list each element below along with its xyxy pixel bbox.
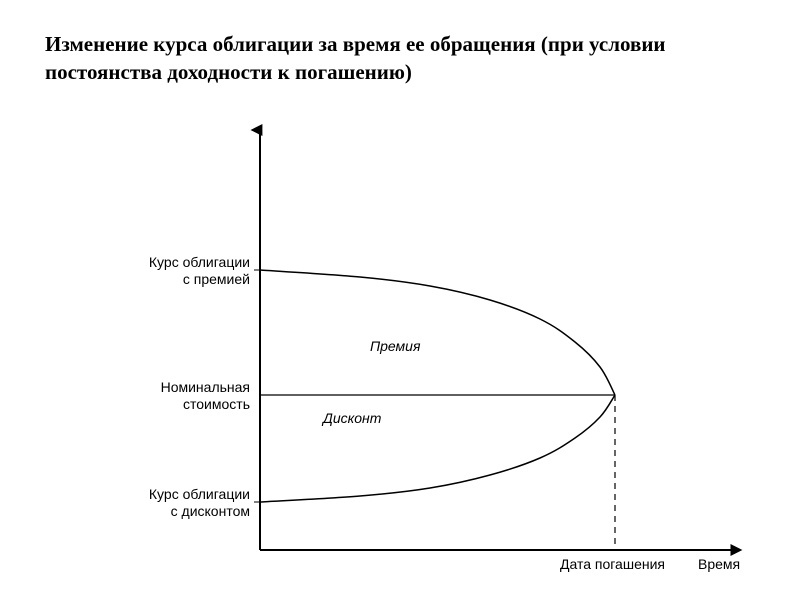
discount-curve [260, 395, 615, 502]
label-x-axis: Время [698, 556, 740, 573]
label-discount-left: Курс облигациис дисконтом [100, 486, 250, 520]
premium-curve [260, 270, 615, 395]
bond-price-chart: Курс облигациис премией Номинальнаястоим… [40, 120, 760, 570]
page-title: Изменение курса облигации за время ее об… [45, 30, 745, 87]
label-nominal-left: Номинальнаястоимость [100, 379, 250, 413]
label-premium-region: Премия [370, 338, 420, 355]
label-discount-region: Дисконт [323, 410, 381, 427]
label-premium-left: Курс облигациис премией [100, 254, 250, 288]
label-maturity: Дата погашения [560, 556, 665, 573]
